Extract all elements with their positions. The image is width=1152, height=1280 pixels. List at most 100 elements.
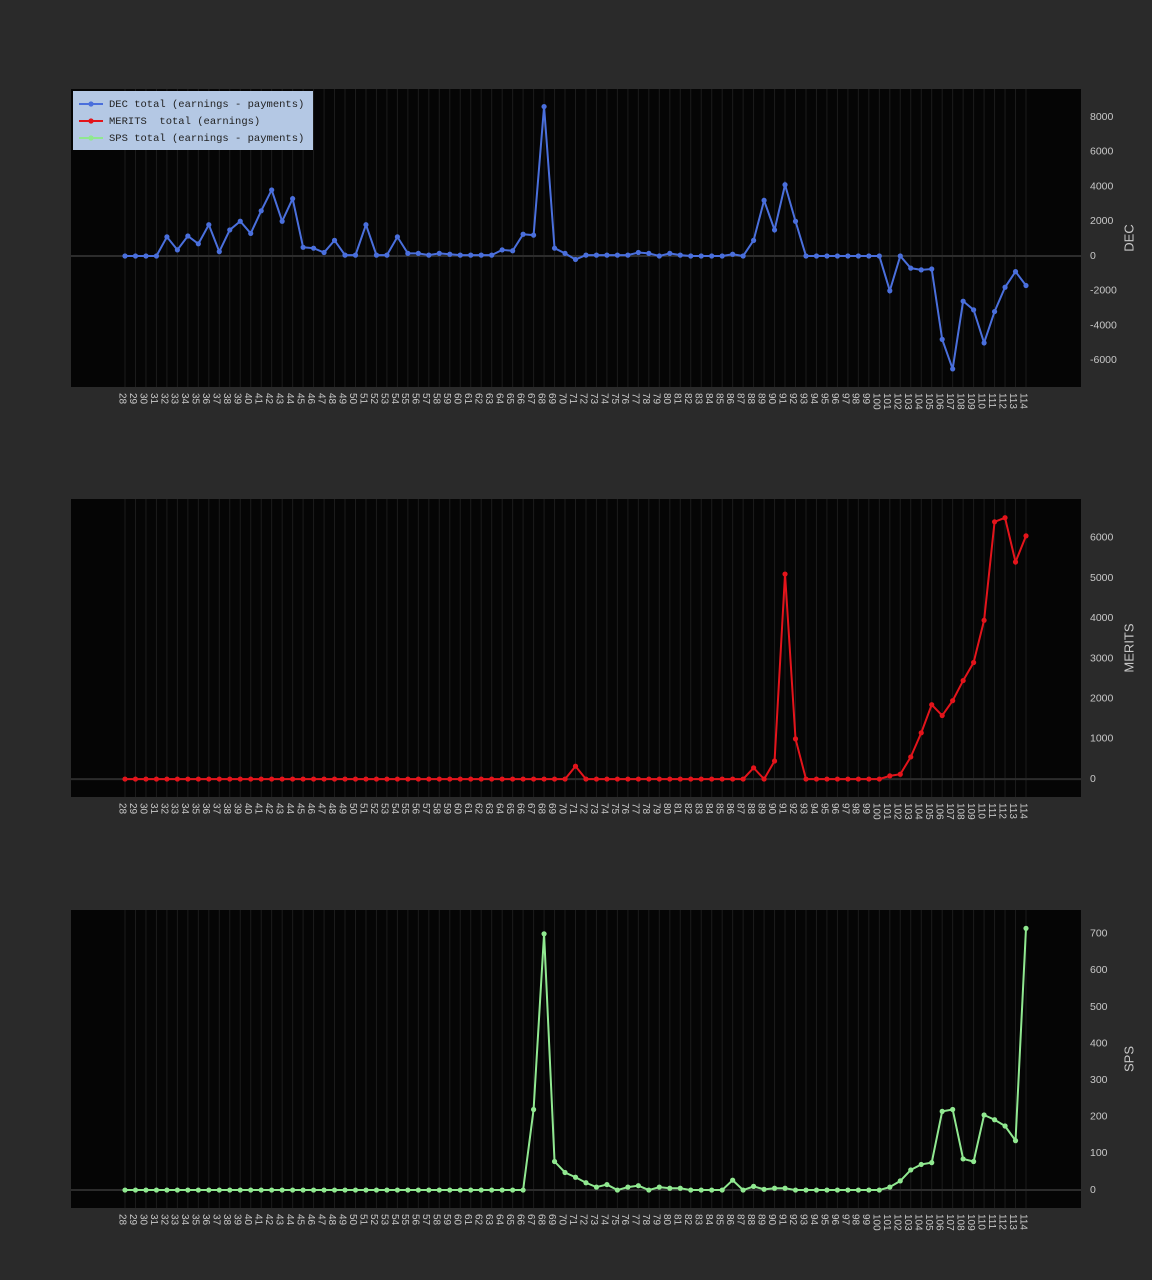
x-tick-label: 92 — [787, 803, 798, 815]
y-tick-label: 300 — [1090, 1074, 1108, 1086]
x-tick-label: 60 — [452, 1214, 463, 1226]
x-tick-label: 105 — [923, 803, 934, 820]
x-tick-label: 92 — [787, 393, 798, 405]
data-point — [960, 298, 966, 304]
data-point — [866, 253, 872, 259]
x-tick-label: 83 — [693, 393, 704, 405]
x-tick-label: 65 — [504, 803, 515, 815]
data-point — [908, 1167, 914, 1173]
data-point — [730, 251, 736, 257]
y-tick-label: 4000 — [1090, 612, 1114, 624]
data-point — [939, 712, 945, 719]
x-tick-label: 69 — [546, 1214, 557, 1226]
x-tick-label: 105 — [923, 393, 934, 410]
x-tick-label: 82 — [682, 803, 693, 815]
data-point — [855, 253, 861, 259]
data-point — [583, 776, 589, 782]
x-tick-label: 37 — [211, 1214, 222, 1226]
x-tick-label: 55 — [399, 393, 410, 405]
data-point — [478, 776, 484, 782]
data-point — [248, 230, 254, 237]
x-tick-label: 94 — [808, 803, 819, 815]
data-point — [866, 1187, 872, 1193]
data-point — [122, 253, 128, 259]
x-tick-label: 59 — [441, 393, 452, 405]
x-tick-label: 82 — [682, 393, 693, 405]
x-tick-label: 73 — [588, 1214, 599, 1226]
data-point — [572, 763, 579, 769]
x-tick-label: 32 — [158, 803, 169, 815]
x-tick-label: 77 — [630, 1214, 641, 1226]
x-tick-label: 107 — [944, 1214, 955, 1231]
data-point — [174, 1187, 180, 1193]
x-tick-label: 64 — [494, 803, 505, 815]
data-point — [447, 1187, 453, 1193]
x-tick-label: 104 — [913, 803, 924, 820]
x-tick-label: 32 — [158, 393, 169, 405]
x-tick-label: 114 — [1017, 803, 1028, 819]
x-tick-label: 101 — [881, 803, 892, 820]
data-point — [394, 234, 400, 240]
data-point — [132, 253, 139, 259]
data-point — [824, 1187, 830, 1193]
x-tick-label: 109 — [965, 393, 976, 410]
data-point — [1023, 533, 1029, 539]
x-tick-label: 106 — [934, 803, 945, 820]
data-point — [415, 776, 421, 782]
data-point — [719, 1187, 725, 1193]
data-point — [876, 776, 882, 782]
x-tick-label: 35 — [190, 803, 201, 815]
x-tick-label: 75 — [609, 393, 620, 405]
x-tick-label: 80 — [661, 393, 672, 405]
data-point — [562, 776, 568, 782]
x-tick-label: 86 — [724, 393, 735, 405]
data-point — [625, 252, 631, 258]
x-tick-label: 51 — [357, 803, 368, 815]
data-point — [792, 736, 799, 742]
data-point — [185, 776, 191, 782]
data-point — [688, 253, 694, 259]
data-point — [1023, 282, 1029, 289]
x-tick-label: 58 — [431, 393, 442, 405]
x-tick-label: 53 — [378, 393, 389, 405]
x-tick-label: 96 — [829, 393, 840, 405]
x-tick-label: 73 — [588, 393, 599, 405]
x-tick-label: 48 — [326, 803, 337, 815]
data-point — [981, 617, 987, 623]
y-tick-label: 200 — [1090, 1111, 1108, 1123]
x-tick-label: 111 — [986, 1214, 997, 1230]
data-point — [153, 1187, 160, 1193]
x-tick-label: 36 — [200, 803, 211, 815]
x-tick-label: 46 — [305, 803, 316, 815]
data-point — [143, 1187, 149, 1193]
x-tick-label: 79 — [651, 803, 662, 815]
data-point — [541, 776, 547, 782]
x-tick-label: 74 — [598, 393, 609, 405]
x-tick-label: 79 — [651, 1214, 662, 1226]
data-point — [929, 266, 935, 272]
data-point — [290, 196, 296, 202]
data-point — [394, 1187, 400, 1193]
data-point — [216, 1187, 222, 1193]
data-point — [331, 237, 338, 243]
x-tick-label: 45 — [294, 393, 305, 405]
x-tick-label: 63 — [483, 1214, 494, 1226]
data-point — [614, 252, 621, 258]
data-point — [310, 776, 317, 782]
x-tick-label: 103 — [902, 1214, 913, 1231]
data-point — [342, 776, 348, 782]
x-tick-label: 44 — [284, 393, 295, 405]
x-tick-label: 28 — [116, 803, 127, 815]
x-tick-label: 59 — [441, 1214, 452, 1226]
data-point — [174, 776, 180, 782]
data-point — [614, 776, 621, 782]
x-tick-label: 95 — [818, 1214, 829, 1226]
data-point — [939, 1108, 945, 1114]
legend-label: SPS total (earnings - payments) — [109, 133, 304, 145]
x-tick-label: 99 — [860, 803, 871, 815]
x-tick-label: 50 — [347, 803, 358, 815]
data-point — [876, 1187, 882, 1193]
x-tick-label: 86 — [724, 803, 735, 815]
x-tick-label: 88 — [745, 393, 756, 405]
data-point — [384, 1187, 390, 1193]
